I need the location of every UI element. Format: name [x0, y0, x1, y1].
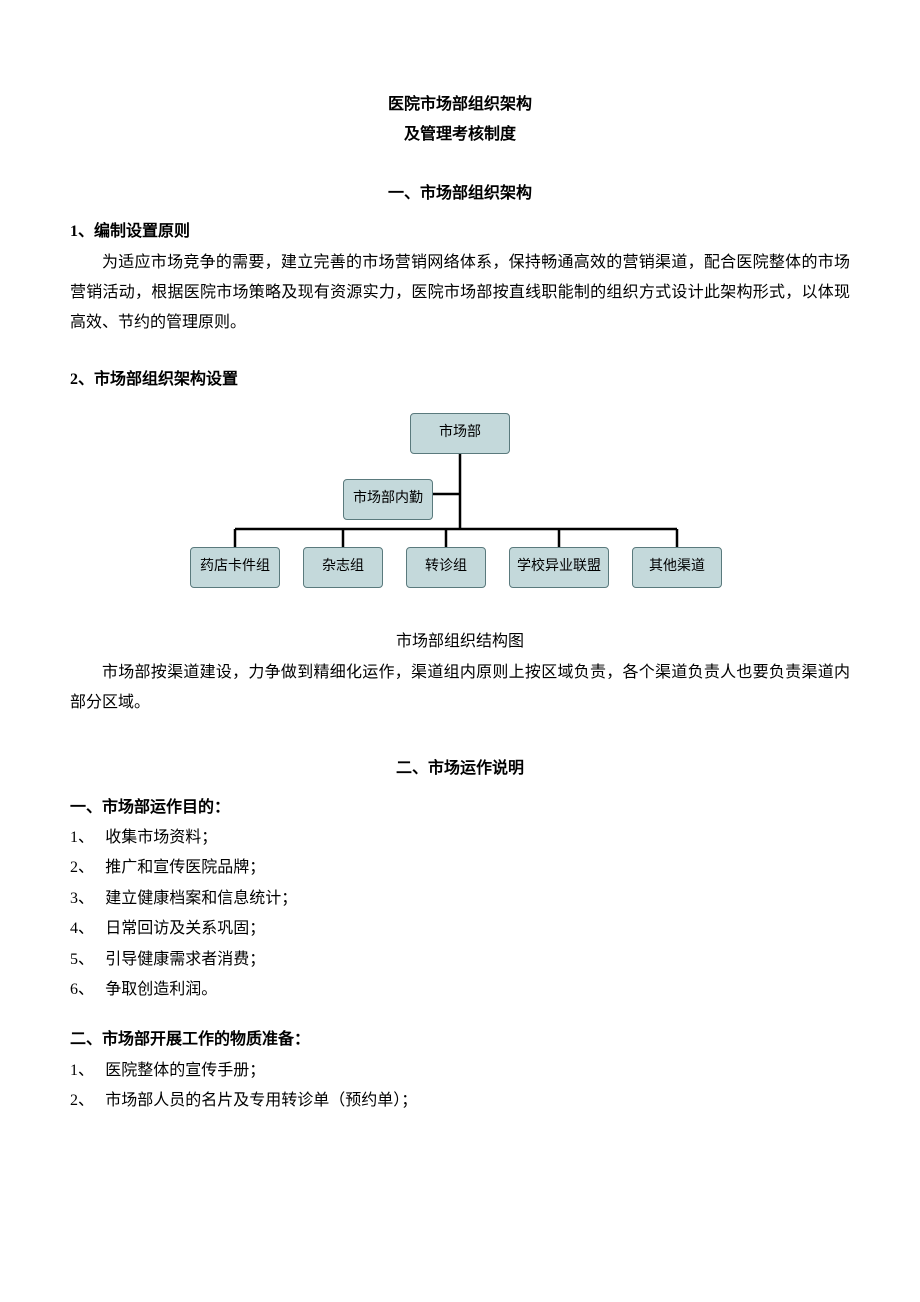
- list-item-text: 建立健康档案和信息统计；: [105, 890, 297, 907]
- list-item-text: 推广和宣传医院品牌；: [105, 859, 265, 876]
- list-item: 2、市场部人员的名片及专用转诊单（预约单）；: [70, 1086, 850, 1116]
- org-chart-caption: 市场部组织结构图: [70, 627, 850, 657]
- list-item: 3、建立健康档案和信息统计；: [70, 884, 850, 914]
- section1-heading: 一、市场部组织架构: [70, 179, 850, 209]
- section2-group1-title: 一、市场部运作目的：: [70, 793, 850, 823]
- section2-group1-list: 1、收集市场资料； 2、推广和宣传医院品牌； 3、建立健康档案和信息统计； 4、…: [70, 823, 850, 1005]
- org-node-c5: 其他渠道: [632, 547, 722, 588]
- section1-sub2-body: 市场部按渠道建设，力争做到精细化运作，渠道组内原则上按区域负责，各个渠道负责人也…: [70, 658, 850, 719]
- list-item: 2、推广和宣传医院品牌；: [70, 853, 850, 883]
- section2-group2-list: 1、医院整体的宣传手册； 2、市场部人员的名片及专用转诊单（预约单）；: [70, 1056, 850, 1117]
- list-item: 4、日常回访及关系巩固；: [70, 914, 850, 944]
- section1-sub1-title: 1、编制设置原则: [70, 217, 850, 247]
- org-node-root: 市场部: [410, 413, 510, 454]
- document-title: 医院市场部组织架构 及管理考核制度: [70, 90, 850, 151]
- title-line-1: 医院市场部组织架构: [70, 90, 850, 120]
- section1-sub1-body: 为适应市场竞争的需要，建立完善的市场营销网络体系，保持畅通高效的营销渠道，配合医…: [70, 248, 850, 339]
- section2-group2-title: 二、市场部开展工作的物质准备：: [70, 1025, 850, 1055]
- org-node-c3: 转诊组: [406, 547, 486, 588]
- org-node-internal: 市场部内勤: [343, 479, 433, 520]
- list-item-text: 日常回访及关系巩固；: [105, 920, 265, 937]
- org-node-c4: 学校异业联盟: [509, 547, 609, 588]
- list-item: 6、争取创造利润。: [70, 975, 850, 1005]
- list-item-text: 市场部人员的名片及专用转诊单（预约单）；: [105, 1092, 417, 1109]
- org-node-c1: 药店卡件组: [190, 547, 280, 588]
- org-chart: 市场部 市场部内勤 药店卡件组 杂志组 转诊组 学校异业联盟 其他渠道: [190, 413, 730, 583]
- list-item: 5、引导健康需求者消费；: [70, 945, 850, 975]
- list-item-text: 医院整体的宣传手册；: [105, 1062, 265, 1079]
- list-item-text: 收集市场资料；: [105, 829, 217, 846]
- list-item-text: 引导健康需求者消费；: [105, 951, 265, 968]
- org-node-c2: 杂志组: [303, 547, 383, 588]
- section1-sub2-title: 2、市场部组织架构设置: [70, 365, 850, 395]
- list-item: 1、收集市场资料；: [70, 823, 850, 853]
- title-line-2: 及管理考核制度: [70, 120, 850, 150]
- section2-heading: 二、市场运作说明: [70, 754, 850, 784]
- list-item-text: 争取创造利润。: [105, 981, 217, 998]
- list-item: 1、医院整体的宣传手册；: [70, 1056, 850, 1086]
